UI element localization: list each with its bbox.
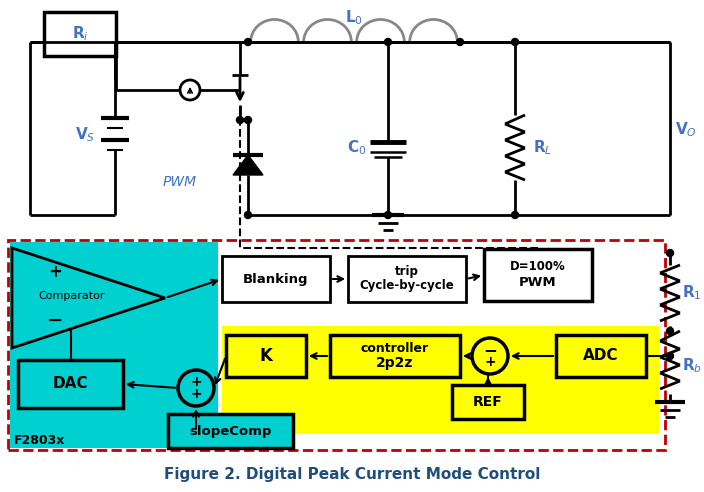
Text: R$_1$: R$_1$ (682, 284, 702, 303)
Text: ADC: ADC (583, 348, 619, 364)
Bar (168, 414, 293, 448)
Circle shape (512, 212, 519, 218)
Text: 2p2z: 2p2z (377, 356, 414, 370)
Text: Blanking: Blanking (244, 273, 309, 285)
Circle shape (237, 117, 244, 123)
Circle shape (244, 117, 251, 123)
Text: PWM: PWM (519, 277, 557, 289)
Bar (452, 385, 524, 419)
Text: C$_0$: C$_0$ (346, 139, 366, 157)
Circle shape (244, 38, 251, 45)
Bar (18, 360, 123, 408)
Text: DAC: DAC (53, 376, 88, 392)
Circle shape (512, 38, 519, 45)
Bar (8, 240, 665, 450)
Text: K: K (260, 347, 272, 365)
Text: F2803x: F2803x (14, 433, 65, 447)
Text: Cycle-by-cycle: Cycle-by-cycle (360, 279, 454, 293)
Text: R$_L$: R$_L$ (533, 139, 552, 157)
Text: +: + (190, 375, 202, 389)
Text: slopeComp: slopeComp (189, 425, 272, 437)
Circle shape (667, 352, 674, 360)
Text: +: + (484, 355, 496, 369)
Text: Comparator: Comparator (39, 291, 106, 301)
Text: −: − (46, 310, 63, 330)
Text: Figure 2. Digital Peak Current Mode Control: Figure 2. Digital Peak Current Mode Cont… (164, 467, 540, 483)
Text: −: − (483, 341, 497, 359)
Text: D=100%: D=100% (510, 260, 566, 274)
Circle shape (384, 212, 391, 218)
Bar (556, 335, 646, 377)
Polygon shape (233, 155, 263, 175)
Bar (348, 256, 466, 302)
Circle shape (384, 38, 391, 45)
Text: controller: controller (361, 342, 429, 356)
Text: +: + (190, 387, 202, 401)
Bar (330, 335, 460, 377)
Bar (10, 242, 218, 448)
Text: +: + (48, 263, 62, 281)
Circle shape (244, 212, 251, 218)
Text: V$_S$: V$_S$ (75, 125, 95, 144)
Circle shape (667, 328, 674, 335)
Bar (226, 335, 306, 377)
Text: trip: trip (395, 266, 419, 278)
Bar (222, 326, 659, 434)
Text: R$_b$: R$_b$ (682, 357, 702, 375)
Text: R$_i$: R$_i$ (72, 25, 89, 43)
Text: PWM: PWM (163, 175, 197, 189)
Bar (484, 249, 592, 301)
Circle shape (456, 38, 463, 45)
Circle shape (667, 249, 674, 256)
Text: L$_0$: L$_0$ (345, 9, 363, 28)
Bar (222, 256, 330, 302)
Text: REF: REF (473, 395, 503, 409)
Bar (44, 12, 116, 56)
Text: V$_O$: V$_O$ (675, 121, 697, 139)
Polygon shape (12, 248, 165, 348)
